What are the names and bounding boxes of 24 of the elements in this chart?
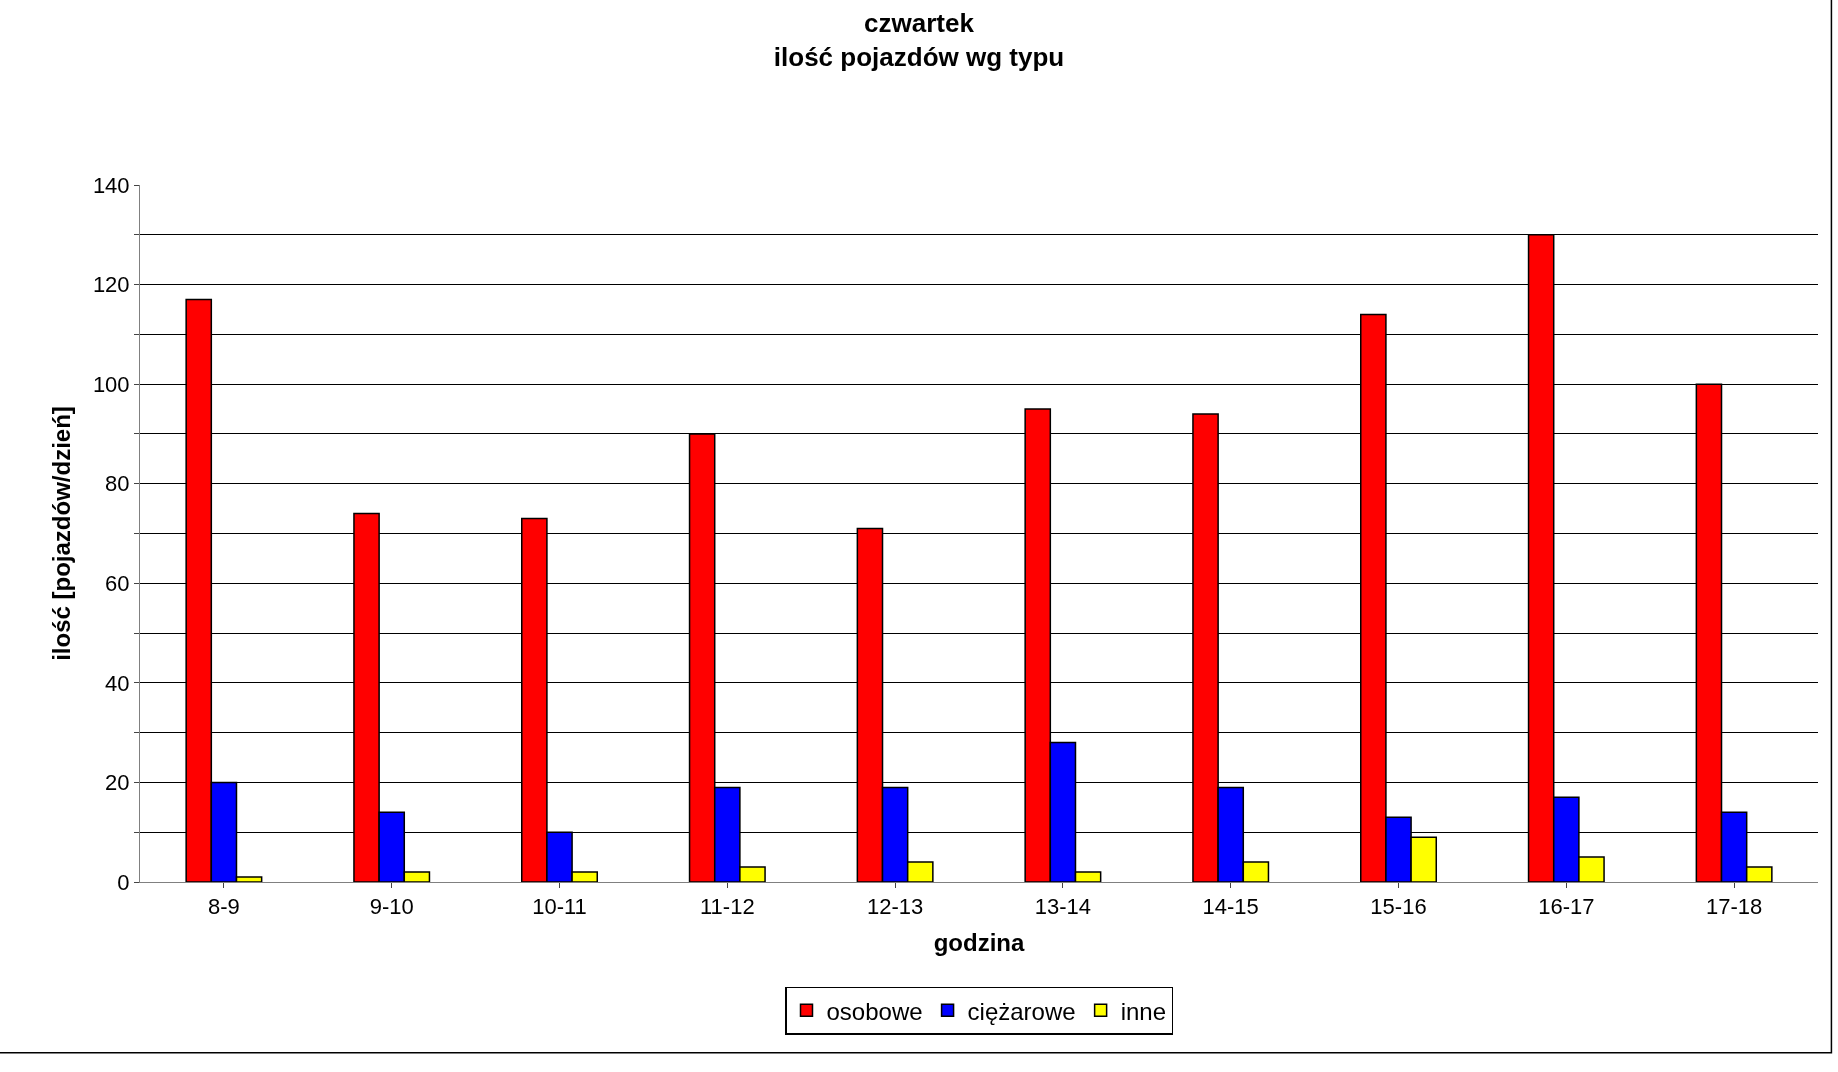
x-tick-label: 14-15 — [1202, 894, 1259, 920]
x-tick-label: 15-16 — [1370, 894, 1427, 920]
y-tick-label: 40 — [105, 670, 130, 696]
y-tick-label: 20 — [105, 770, 130, 796]
y-tick-label: 120 — [92, 272, 130, 298]
legend-label: ciężarowe — [967, 997, 1076, 1025]
y-tick-label: 140 — [92, 172, 130, 198]
x-tick-label: 13-14 — [1034, 894, 1092, 920]
x-tick-label: 8-9 — [208, 894, 240, 920]
x-axis-title: godzina — [933, 928, 1025, 956]
y-tick-label: 80 — [105, 471, 130, 497]
x-tick-label: 16-17 — [1538, 894, 1595, 920]
y-tick-label: 100 — [92, 371, 130, 397]
x-tick-label: 10-11 — [532, 894, 587, 920]
x-tick-label: 11-12 — [699, 894, 755, 920]
x-tick-label: 17-18 — [1705, 894, 1763, 920]
legend-label: osobowe — [826, 997, 923, 1025]
chart-title: czwartek ilość pojazdów wg typu — [773, 8, 1065, 72]
x-tick-label: 9-10 — [369, 894, 414, 920]
x-tick-label: 12-13 — [866, 894, 924, 920]
y-tick-label: 60 — [105, 570, 130, 596]
y-axis-title: ilość [pojazdów/dzień] — [47, 406, 75, 661]
legend-label: inne — [1120, 997, 1166, 1025]
y-tick-label: 0 — [117, 869, 130, 895]
